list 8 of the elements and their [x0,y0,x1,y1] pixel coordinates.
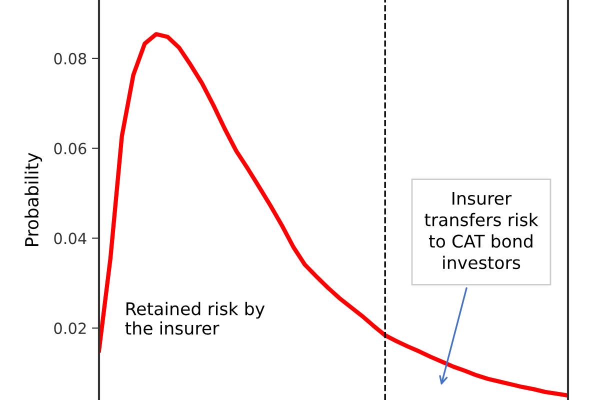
y-tick-label: 0.06 [54,142,86,154]
y-axis-title: Probability [24,152,42,246]
annotation: Retained risk by the insurer [125,302,265,335]
y-tick-label: 0.08 [54,52,86,64]
annotation: Insurer transfers risk to CAT bond investors [424,192,538,270]
y-tick-label: 0.04 [54,232,86,244]
y-tick-label: 0.02 [54,322,86,334]
line-series [99,32,568,398]
